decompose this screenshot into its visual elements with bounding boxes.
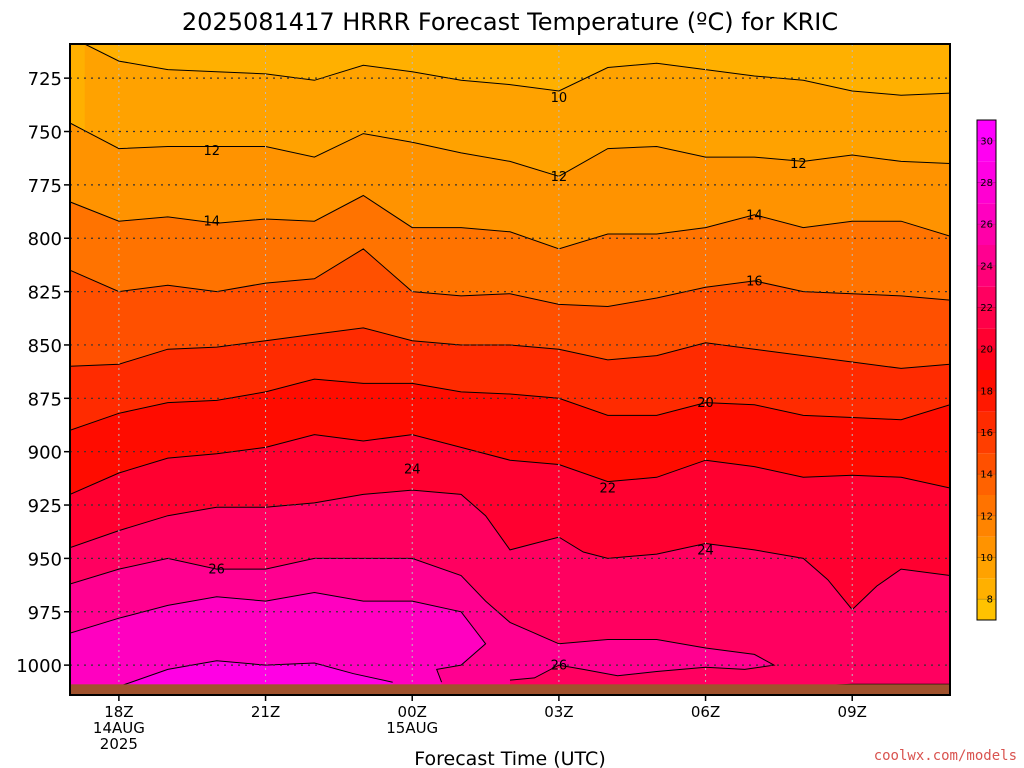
contour-line-28-10 (118, 660, 393, 687)
colorbar-tick-label-20: 20 (980, 345, 993, 356)
y-tick-label-950: 950 (28, 549, 62, 570)
colorbar-bin-21 (977, 307, 996, 329)
colorbar-bin-8 (977, 578, 996, 600)
colorbar-bin-12 (977, 495, 996, 516)
y-tick-label-975: 975 (28, 603, 62, 624)
ground-terrain (70, 684, 950, 695)
contour-label-8: 22 (600, 481, 617, 496)
contour-line-16-4 (70, 327, 950, 369)
y-tick-label-925: 925 (28, 496, 62, 517)
x-tick-label-18-1: 14AUG (93, 719, 145, 737)
contour-lines (70, 44, 950, 687)
colorbar-tick-label-14: 14 (980, 470, 993, 481)
y-tick-label-875: 875 (28, 389, 62, 410)
x-tick-label-21-0: 21Z (251, 703, 280, 721)
contour-line-22-7 (70, 489, 950, 611)
y-tick-label-825: 825 (28, 283, 62, 304)
contour-label-6: 16 (746, 274, 763, 289)
temperature-fills (70, 44, 950, 695)
plot-frame (69, 43, 951, 696)
colorbar-bin-17 (977, 390, 996, 412)
colorbar-bin-19 (977, 349, 996, 370)
colorbar-bin-18 (977, 370, 996, 391)
contour-label-7: 20 (697, 396, 714, 411)
colorbar-bin-16 (977, 411, 996, 433)
contour-line-20-6 (70, 434, 950, 495)
y-tick-label-750: 750 (28, 123, 62, 144)
colorbar-bin-10 (977, 536, 996, 558)
colorbar-bin-28 (977, 161, 996, 183)
ground-fill (70, 684, 950, 695)
colorbar-tick-label-18: 18 (980, 386, 993, 397)
colorbar-bin-22 (977, 286, 996, 308)
x-axis-label: Forecast Time (UTC) (414, 748, 605, 768)
x-tick-label-33-0: 09Z (838, 703, 867, 721)
colorbar-tick-label-16: 16 (980, 428, 993, 439)
colorbar-bin-11 (977, 515, 996, 537)
y-tick-label-1000: 1000 (16, 656, 62, 677)
colorbar-tick-label-28: 28 (980, 178, 993, 189)
x-tick-label-18-0: 18Z (104, 703, 133, 721)
colorbar-tick-label-30: 30 (980, 136, 993, 147)
y-tick-label-800: 800 (28, 229, 62, 250)
contour-label-12: 26 (551, 659, 568, 674)
colorbar-bin-9 (977, 557, 996, 579)
chart-title: 2025081417 HRRR Forecast Temperature (ºC… (182, 8, 838, 36)
contour-line-24-8 (70, 557, 776, 681)
x-tick-label-18-2: 2025 (100, 735, 138, 753)
colorbar-bin-13 (977, 474, 996, 495)
contour-label-2: 12 (551, 170, 568, 185)
y-axis: 725 750 775 800 825 850 875 900 925 950 975 1000 (16, 69, 70, 677)
contour-line-9-0 (84, 44, 950, 96)
contour-line-14-3 (70, 248, 950, 308)
credit-text: coolwx.com/models (874, 748, 1017, 764)
x-tick-label-24-1: 15AUG (386, 719, 438, 737)
colorbar: 8 10 12 14 16 18 20 22 24 26 28 30 (976, 119, 997, 621)
contour-label-1: 12 (204, 144, 221, 159)
colorbar-bin-15 (977, 432, 996, 454)
colorbar-tick-label-12: 12 (980, 511, 993, 522)
colorbar-bin-30 (977, 120, 996, 141)
contour-label-4: 14 (204, 215, 221, 230)
colorbar-bin-23 (977, 265, 996, 287)
y-tick-label-775: 775 (28, 176, 62, 197)
y-tick-label-725: 725 (28, 69, 62, 90)
colorbar-tick-label-10: 10 (980, 553, 993, 564)
contour-label-10: 24 (697, 543, 714, 558)
contour-label-5: 14 (746, 208, 763, 223)
x-tick-label-24-0: 00Z (398, 703, 427, 721)
x-tick-label-30-0: 06Z (691, 703, 720, 721)
colorbar-bin-27 (977, 182, 996, 204)
contour-line-18-5 (70, 378, 950, 431)
colorbar-bin-14 (977, 453, 996, 475)
colorbar-tick-label-8: 8 (987, 595, 993, 606)
colorbar-tick-label-26: 26 (980, 220, 993, 231)
contour-line-26-9 (70, 591, 487, 683)
contour-line-12-2 (70, 194, 950, 250)
grid (70, 44, 950, 695)
contour-label-9: 24 (404, 462, 421, 477)
colorbar-bin-20 (977, 328, 996, 350)
contour-labels: 10 12 12 12 14 14 16 20 22 24 24 26 26 (204, 91, 807, 674)
colorbar-bin-24 (977, 245, 996, 266)
contour-label-11: 26 (208, 563, 225, 578)
y-tick-label-850: 850 (28, 336, 62, 357)
contour-label-3: 12 (790, 157, 807, 172)
x-tick-label-27-0: 03Z (544, 703, 573, 721)
y-tick-label-900: 900 (28, 443, 62, 464)
colorbar-bin-7 (977, 599, 996, 620)
contour-line-10-1 (70, 122, 950, 177)
colorbar-tick-label-24: 24 (980, 261, 993, 272)
colorbar-bin-26 (977, 203, 996, 225)
colorbar-bin-29 (977, 140, 996, 162)
colorbar-frame (976, 119, 997, 621)
colorbar-bin-25 (977, 224, 996, 245)
colorbar-tick-label-22: 22 (980, 303, 993, 314)
contour-label-0: 10 (551, 91, 568, 106)
